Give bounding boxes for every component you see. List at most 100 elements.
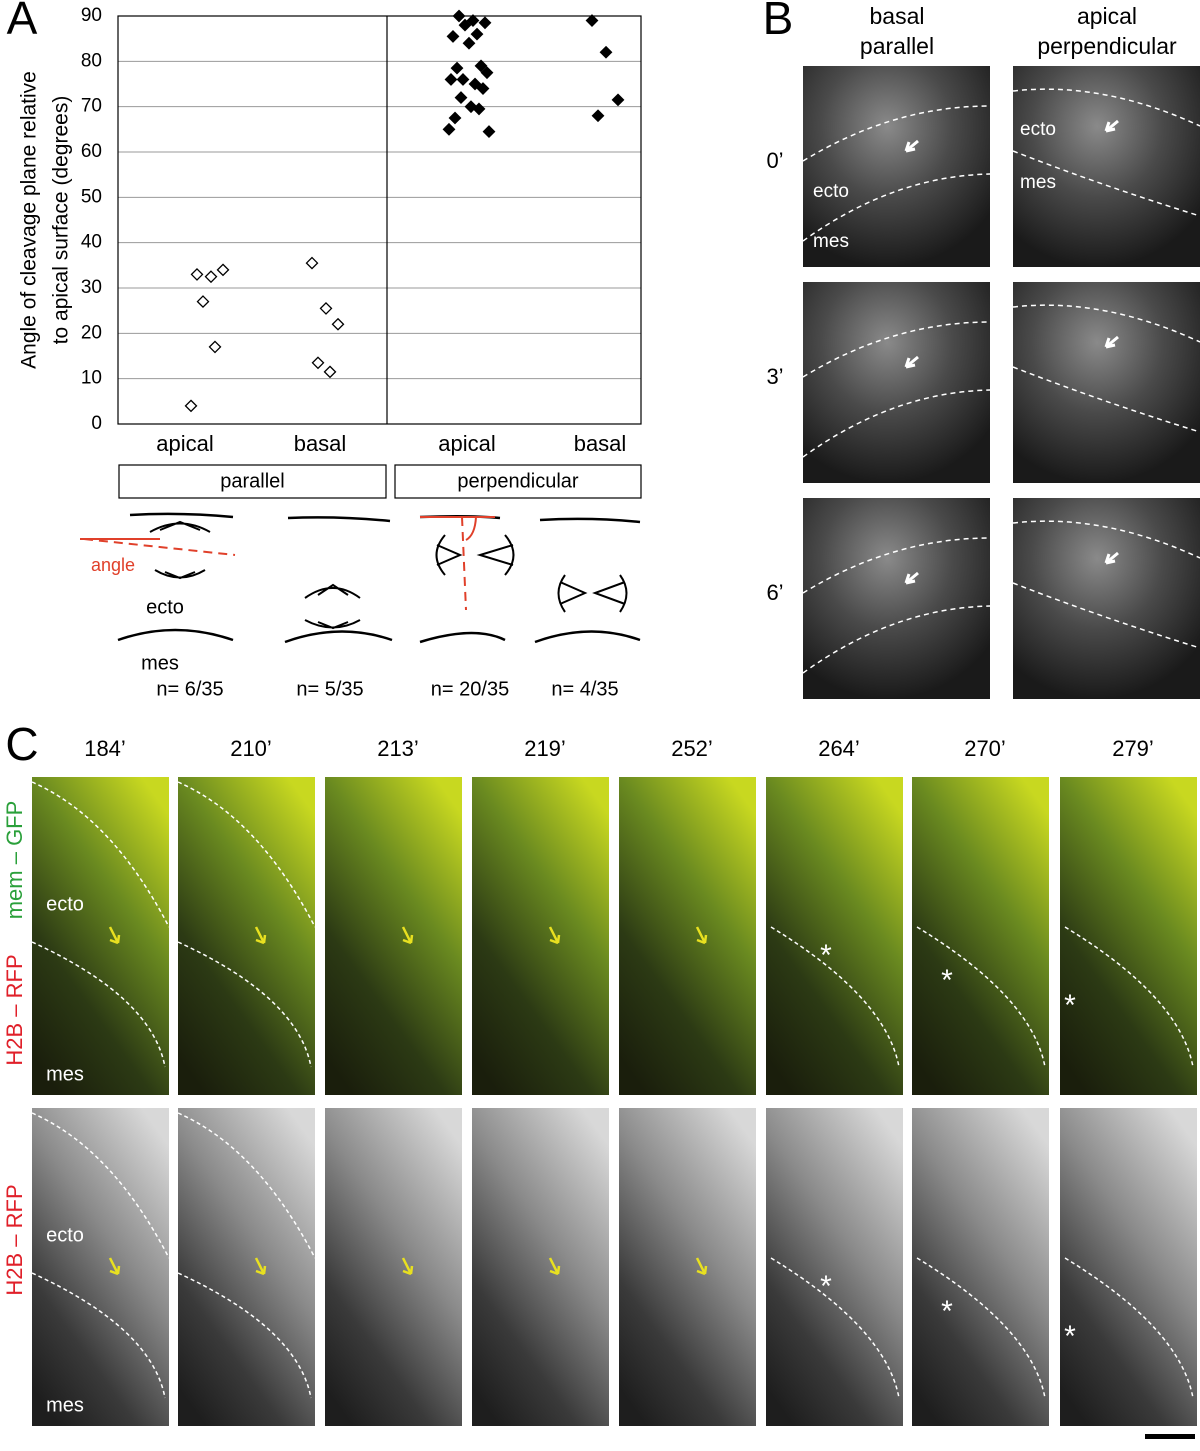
y-tick-label: 20 [81, 322, 102, 343]
data-point [184, 399, 198, 413]
micrograph [619, 1108, 756, 1426]
arrow [1104, 551, 1119, 565]
boundary-line [177, 1272, 312, 1399]
y-tick-label: 50 [81, 186, 102, 207]
ecto-label: ecto [46, 1224, 84, 1246]
time-label: 0’ [766, 148, 783, 173]
schematic-line [534, 630, 641, 644]
y-tick-label: 70 [81, 96, 102, 117]
data-point [591, 109, 605, 123]
time-label: 252’ [671, 736, 713, 761]
boundary-line [916, 926, 1046, 1068]
micrograph [178, 1108, 315, 1426]
micrograph [32, 1108, 169, 1426]
time-label: 213’ [377, 736, 419, 761]
micrograph [325, 777, 462, 1095]
asterisk: * [820, 939, 832, 972]
data-point [474, 59, 488, 73]
mes-label: mes [813, 231, 849, 252]
data-point [478, 16, 492, 30]
boundary-line [770, 926, 900, 1068]
time-label: 264’ [818, 736, 860, 761]
time-label: 210’ [230, 736, 272, 761]
schematic-line [284, 630, 393, 644]
micrograph [766, 1108, 903, 1426]
data-point [305, 256, 319, 270]
micrograph [1013, 66, 1200, 267]
arrow [401, 926, 414, 945]
x-tick-label: apical [438, 431, 495, 456]
group-box [118, 464, 387, 499]
time-label: 270’ [964, 736, 1006, 761]
scale-bar [1145, 1434, 1195, 1439]
arrow [904, 571, 919, 585]
micrograph [32, 777, 169, 1095]
mes-label: mes [46, 1394, 84, 1416]
data-point [311, 356, 325, 370]
boundary-line [177, 1112, 316, 1259]
data-point [468, 77, 482, 91]
y-tick-label: 40 [81, 232, 102, 253]
schematic-line [465, 516, 477, 541]
data-point [196, 295, 210, 309]
data-point [585, 14, 599, 27]
schematic-line [129, 512, 234, 519]
arrow [904, 355, 919, 369]
data-point [444, 73, 458, 86]
micrograph [803, 66, 990, 267]
y-tick-label: 10 [81, 368, 102, 389]
data-point [319, 301, 333, 315]
boundary-line [1012, 88, 1200, 127]
micrograph [766, 777, 903, 1095]
x-tick-label: basal [574, 431, 627, 456]
boundary-line [1012, 304, 1200, 343]
y-tick-label: 0 [91, 413, 102, 434]
arrow [695, 1257, 708, 1276]
boundary-line [31, 1272, 166, 1399]
micrograph [803, 282, 990, 483]
mes-label: mes [1020, 172, 1056, 193]
asterisk: * [941, 964, 953, 997]
micrograph [472, 777, 609, 1095]
micrograph [1060, 777, 1197, 1095]
micrograph [912, 1108, 1049, 1426]
count-label: n= 5/35 [296, 678, 363, 700]
micrograph [912, 777, 1049, 1095]
data-point [458, 18, 472, 32]
mes-label: mes [46, 1063, 84, 1085]
data-point [208, 340, 222, 354]
x-tick-label: basal [294, 431, 347, 456]
asterisk: * [1064, 989, 1076, 1022]
data-point [476, 82, 490, 95]
data-point [480, 66, 494, 80]
schematic-line [117, 628, 234, 642]
time-label: 3’ [766, 364, 783, 389]
y-tick-label: 90 [81, 5, 102, 26]
micrograph [619, 777, 756, 1095]
asterisk: * [1064, 1320, 1076, 1353]
arrow [108, 1257, 121, 1276]
panel-label: B [763, 0, 794, 44]
data-point [462, 36, 476, 50]
micrograph [1060, 1108, 1197, 1426]
micrograph [325, 1108, 462, 1426]
arrow [1104, 335, 1119, 349]
boundary-line [31, 941, 166, 1068]
boundary-line [916, 1257, 1046, 1399]
ecto-label: ecto [1020, 119, 1056, 140]
schematic-line [461, 516, 467, 611]
data-point [190, 267, 204, 281]
arrow [108, 926, 121, 945]
channel-label: mem – GFP [2, 801, 27, 920]
asterisk: * [941, 1295, 953, 1328]
data-point [442, 122, 456, 136]
channel-label: H2B – RFP [2, 954, 27, 1065]
boundary-line [177, 941, 312, 1068]
boundary-line [1012, 366, 1200, 433]
data-point [599, 45, 613, 59]
arrow [695, 926, 708, 945]
time-label: 279’ [1112, 736, 1154, 761]
plot-frame [117, 15, 642, 425]
data-point [204, 270, 218, 284]
